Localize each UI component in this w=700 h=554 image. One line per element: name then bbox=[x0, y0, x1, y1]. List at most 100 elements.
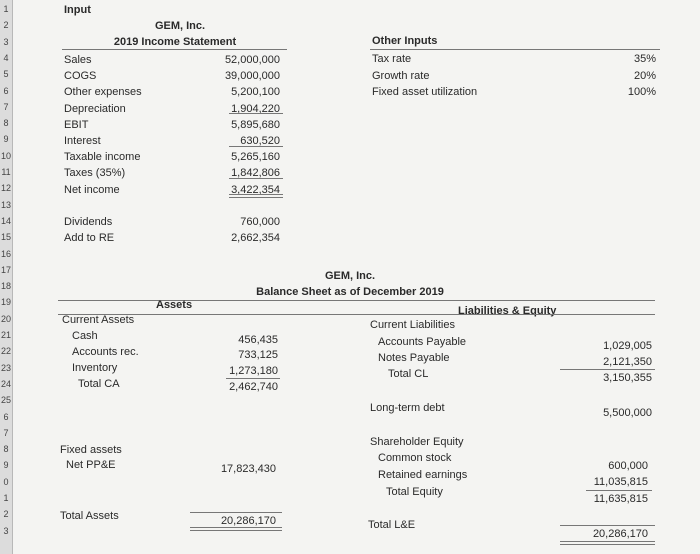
rule-taxes bbox=[229, 178, 283, 179]
income-row-value[interactable]: 3,422,354 bbox=[231, 183, 280, 196]
row-number[interactable]: 9 bbox=[3, 460, 9, 471]
cs-value[interactable]: 600,000 bbox=[608, 460, 648, 472]
re-label: Retained earnings bbox=[378, 469, 468, 481]
income-row-value[interactable]: 630,520 bbox=[240, 135, 280, 147]
total-assets-label: Total Assets bbox=[60, 510, 119, 522]
income-row-label: Sales bbox=[64, 54, 92, 66]
rule-depreciation bbox=[229, 113, 283, 114]
current-assets-label: Current Assets bbox=[62, 314, 135, 326]
cash-label: Cash bbox=[72, 330, 98, 342]
total-cl-value[interactable]: 3,150,355 bbox=[603, 372, 652, 384]
row-number[interactable]: 21 bbox=[0, 330, 11, 340]
row-number[interactable]: 7 bbox=[3, 101, 9, 112]
other-inputs-title: Other Inputs bbox=[372, 35, 438, 47]
other-input-value[interactable]: 100% bbox=[627, 86, 656, 98]
np-value[interactable]: 2,121,350 bbox=[603, 356, 652, 368]
income-row-label: Other expenses bbox=[64, 86, 142, 99]
row-number[interactable]: 1 bbox=[3, 493, 9, 503]
row-number[interactable]: 18 bbox=[0, 281, 11, 292]
ap-value[interactable]: 1,029,005 bbox=[603, 340, 652, 352]
rule-total-le-bottom bbox=[560, 541, 655, 545]
ppe-value[interactable]: 17,823,430 bbox=[220, 463, 276, 475]
inventory-label: Inventory bbox=[72, 362, 118, 374]
rule-interest bbox=[229, 146, 283, 147]
rule-inventory bbox=[226, 378, 280, 379]
row-number[interactable]: 15 bbox=[0, 232, 11, 243]
inventory-value[interactable]: 1,273,180 bbox=[229, 365, 278, 377]
row-number[interactable]: 1 bbox=[3, 4, 9, 14]
add-re-value[interactable]: 2,662,354 bbox=[231, 232, 280, 244]
row-number[interactable]: 16 bbox=[0, 248, 11, 259]
row-number[interactable]: 7 bbox=[3, 427, 9, 438]
row-number[interactable]: 9 bbox=[3, 134, 9, 145]
rule-total-le-top bbox=[560, 525, 655, 526]
current-liab-label: Current Liabilities bbox=[370, 319, 455, 331]
row-header-column[interactable]: 1 2 3 4 5 6 7 8 9 10 11 12 13 14 15 16 17 18 19 20 21 22 23 24 2… bbox=[0, 0, 13, 554]
ltd-value[interactable]: 5,500,000 bbox=[603, 407, 652, 419]
row-number[interactable]: 0 bbox=[3, 476, 9, 487]
row-number[interactable]: 12 bbox=[0, 183, 11, 194]
ar-value[interactable]: 733,125 bbox=[238, 349, 278, 361]
income-row-value[interactable]: 5,265,160 bbox=[231, 151, 280, 164]
row-number[interactable]: 20 bbox=[0, 313, 11, 324]
income-row-value[interactable]: 52,000,000 bbox=[224, 54, 280, 66]
row-number[interactable]: 5 bbox=[3, 69, 9, 80]
row-number[interactable]: 2 bbox=[3, 509, 9, 520]
row-number[interactable]: 24 bbox=[0, 378, 11, 389]
re-value[interactable]: 11,035,815 bbox=[593, 476, 648, 488]
other-input-value[interactable]: 35% bbox=[633, 53, 656, 65]
row-number[interactable]: 2 bbox=[3, 20, 9, 31]
other-input-label: Tax rate bbox=[372, 53, 412, 65]
tle-value[interactable]: 20,286,170 bbox=[592, 528, 648, 540]
row-number[interactable]: 6 bbox=[3, 85, 9, 96]
income-row-label: COGS bbox=[64, 70, 97, 83]
income-row-value[interactable]: 1,904,220 bbox=[231, 102, 280, 115]
dividends-label: Dividends bbox=[64, 216, 113, 228]
balance-company: GEM, Inc. bbox=[324, 270, 376, 282]
rule-notes-payable bbox=[560, 369, 655, 370]
liabilities-header: Liabilities & Equity bbox=[458, 305, 557, 317]
other-input-value[interactable]: 20% bbox=[633, 69, 656, 82]
row-number[interactable]: 8 bbox=[3, 118, 9, 129]
row-number[interactable]: 13 bbox=[0, 199, 11, 210]
total-assets-value[interactable]: 20,286,170 bbox=[220, 515, 276, 527]
income-row-value[interactable]: 1,842,806 bbox=[231, 167, 280, 180]
cs-label: Common stock bbox=[378, 452, 452, 464]
income-row-label: Net income bbox=[64, 183, 120, 196]
cash-value[interactable]: 456,435 bbox=[238, 334, 278, 346]
row-number[interactable]: 8 bbox=[3, 444, 9, 455]
row-number[interactable]: 22 bbox=[0, 346, 11, 357]
other-input-label: Growth rate bbox=[372, 69, 430, 82]
income-row-value[interactable]: 5,200,100 bbox=[231, 86, 280, 99]
total-ca-value[interactable]: 2,462,740 bbox=[229, 381, 278, 393]
row-number[interactable]: 4 bbox=[3, 52, 9, 63]
add-re-label: Add to RE bbox=[64, 232, 115, 244]
row-number[interactable]: 14 bbox=[0, 215, 11, 226]
row-number[interactable]: 19 bbox=[0, 297, 11, 308]
rule-total-assets-top bbox=[190, 512, 282, 513]
ltd-label: Long-term debt bbox=[370, 402, 445, 414]
income-row-label: Interest bbox=[64, 135, 101, 147]
tle-label: Total L&E bbox=[368, 519, 416, 531]
ppe-label: Net PP&E bbox=[66, 459, 116, 471]
row-number[interactable]: 23 bbox=[0, 362, 11, 373]
income-row-label: Taxes (35%) bbox=[64, 167, 126, 180]
row-number[interactable]: 11 bbox=[1, 167, 11, 177]
income-row-label: Depreciation bbox=[64, 102, 126, 115]
row-number[interactable]: 10 bbox=[0, 150, 11, 161]
row-number[interactable]: 25 bbox=[0, 395, 11, 406]
other-input-label: Fixed asset utilization bbox=[372, 86, 478, 98]
income-header-rule bbox=[62, 49, 287, 50]
income-row-value[interactable]: 39,000,000 bbox=[224, 70, 280, 83]
row-number[interactable]: 6 bbox=[3, 411, 9, 422]
se-label: Shareholder Equity bbox=[370, 436, 464, 448]
te-value[interactable]: 11,635,815 bbox=[593, 493, 648, 505]
row-number[interactable]: 3 bbox=[3, 525, 9, 536]
other-inputs-rule bbox=[370, 49, 660, 50]
row-number[interactable]: 17 bbox=[0, 264, 11, 275]
rule-net-income bbox=[229, 194, 283, 198]
dividends-value[interactable]: 760,000 bbox=[240, 216, 280, 228]
row-number[interactable]: 3 bbox=[3, 36, 9, 47]
income-row-value[interactable]: 5,895,680 bbox=[231, 118, 280, 131]
